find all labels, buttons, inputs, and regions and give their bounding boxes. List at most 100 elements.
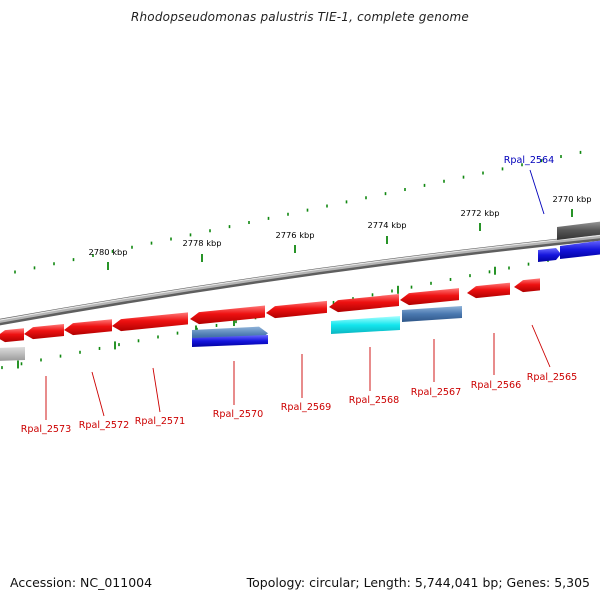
major-tick bbox=[294, 245, 296, 253]
minor-tick bbox=[521, 163, 523, 167]
major-tick bbox=[17, 360, 19, 369]
major-tick bbox=[233, 318, 235, 327]
minor-tick bbox=[410, 285, 413, 289]
gene-labels: Rpal_2573 Rpal_2572 Rpal_2571 Rpal_2570 Rpal… bbox=[21, 155, 578, 435]
minor-tick bbox=[287, 212, 289, 216]
minor-tick bbox=[196, 327, 198, 331]
minor-tick bbox=[20, 362, 23, 366]
gene-arrow-dark-right bbox=[557, 221, 600, 240]
gene-arrow-rpal-2572 bbox=[24, 324, 64, 340]
major-tick bbox=[201, 254, 203, 262]
gene-band-grey-edge bbox=[0, 347, 25, 361]
gene-label: Rpal_2573 bbox=[21, 424, 72, 435]
minor-tick bbox=[508, 266, 510, 270]
minor-tick bbox=[118, 343, 120, 347]
gene-arrow-blue-right bbox=[560, 240, 600, 259]
gene-label-leader bbox=[91, 371, 105, 417]
gene-arrow-rpal-2564 bbox=[538, 248, 561, 262]
minor-tick bbox=[306, 208, 309, 212]
minor-tick bbox=[235, 320, 237, 324]
genome-summary-text: Topology: circular; Length: 5,744,041 bp… bbox=[246, 575, 590, 590]
gene-label: Rpal_2565 bbox=[527, 372, 578, 383]
gene-label: Rpal_2570 bbox=[213, 409, 264, 420]
gene-label: Rpal_2569 bbox=[281, 402, 332, 413]
major-tick bbox=[195, 325, 197, 334]
map-title: Rhodopseudomonas palustris TIE-1, comple… bbox=[130, 10, 470, 24]
minor-tick bbox=[157, 335, 159, 339]
minor-tick bbox=[540, 159, 543, 163]
major-tick bbox=[397, 285, 399, 294]
minor-tick bbox=[482, 171, 484, 175]
minor-tick bbox=[53, 262, 55, 266]
gene-arrow-rpal-extra bbox=[514, 278, 540, 293]
gene-arrow-rpal-2573 bbox=[0, 328, 24, 343]
scale-tick-label: 2772 kbp bbox=[460, 208, 499, 218]
gene-arrow-rpal-2568 bbox=[266, 300, 327, 319]
gene-label: Rpal_2568 bbox=[349, 395, 400, 406]
gene-arrow-rpal-2570 bbox=[112, 312, 188, 332]
minor-tick bbox=[72, 258, 75, 262]
minor-tick bbox=[33, 266, 36, 270]
minor-tick bbox=[501, 167, 504, 171]
minor-tick bbox=[137, 339, 140, 343]
minor-tick bbox=[384, 192, 387, 196]
minor-tick bbox=[14, 270, 16, 274]
gene-label: Rpal_2566 bbox=[471, 380, 522, 391]
minor-tick bbox=[469, 274, 471, 278]
gene-arrow-rpal-2569 bbox=[190, 305, 265, 325]
major-tick bbox=[494, 266, 496, 275]
minor-tick bbox=[248, 221, 250, 225]
gene-arrow-rpal-2571 bbox=[64, 319, 112, 336]
tick-marks: 2780 kbp 2778 kbp 2776 kbp 2774 kbp 2772 kbp… bbox=[1, 150, 592, 370]
gene-label: Rpal_2564 bbox=[504, 155, 555, 166]
minor-tick bbox=[59, 354, 62, 358]
minor-tick bbox=[228, 225, 231, 229]
major-tick bbox=[479, 223, 481, 231]
minor-tick bbox=[462, 175, 465, 179]
gene-label-leader bbox=[531, 324, 551, 368]
gene-label: Rpal_2567 bbox=[411, 387, 462, 398]
minor-tick bbox=[79, 350, 81, 354]
minor-tick bbox=[365, 196, 367, 200]
minor-tick bbox=[423, 183, 426, 187]
gene-band-blue-2570 bbox=[192, 335, 268, 347]
minor-tick bbox=[176, 331, 179, 335]
minor-tick bbox=[404, 188, 406, 192]
gene-arrow-rpal-2565 bbox=[467, 282, 510, 299]
gene-band-steel-2567 bbox=[402, 306, 462, 322]
gene-label: Rpal_2572 bbox=[79, 420, 130, 431]
major-tick bbox=[107, 262, 109, 270]
minor-tick bbox=[332, 300, 335, 304]
minor-tick bbox=[371, 293, 374, 297]
minor-tick bbox=[527, 262, 530, 266]
minor-tick bbox=[443, 179, 445, 183]
backbone bbox=[0, 234, 600, 326]
scale-tick-label: 2774 kbp bbox=[367, 220, 406, 230]
minor-tick bbox=[98, 346, 101, 350]
major-tick bbox=[386, 236, 388, 244]
minor-tick bbox=[92, 254, 94, 258]
minor-tick bbox=[560, 155, 562, 159]
minor-tick bbox=[391, 289, 393, 293]
gene-arrow-rpal-2566 bbox=[400, 288, 459, 306]
accession-text: Accession: NC_011004 bbox=[10, 575, 153, 590]
scale-tick-label: 2776 kbp bbox=[275, 230, 314, 240]
major-tick bbox=[114, 341, 116, 350]
minor-tick bbox=[267, 216, 270, 220]
major-tick bbox=[571, 209, 573, 217]
backbone-highlight bbox=[0, 235, 600, 321]
minor-tick bbox=[40, 358, 42, 362]
backbone-line bbox=[0, 234, 600, 323]
minor-tick bbox=[430, 281, 432, 285]
gene-features bbox=[0, 221, 600, 361]
gene-label-leader bbox=[152, 367, 161, 413]
minor-tick bbox=[150, 241, 153, 245]
scale-tick-label: 2770 kbp bbox=[552, 194, 591, 204]
minor-tick bbox=[131, 245, 133, 249]
gene-arrow-rpal-2567 bbox=[329, 294, 399, 313]
scale-tick-label: 2780 kbp bbox=[88, 247, 127, 257]
minor-tick bbox=[209, 229, 211, 233]
minor-tick bbox=[326, 204, 328, 208]
scale-tick-label: 2778 kbp bbox=[182, 238, 221, 248]
